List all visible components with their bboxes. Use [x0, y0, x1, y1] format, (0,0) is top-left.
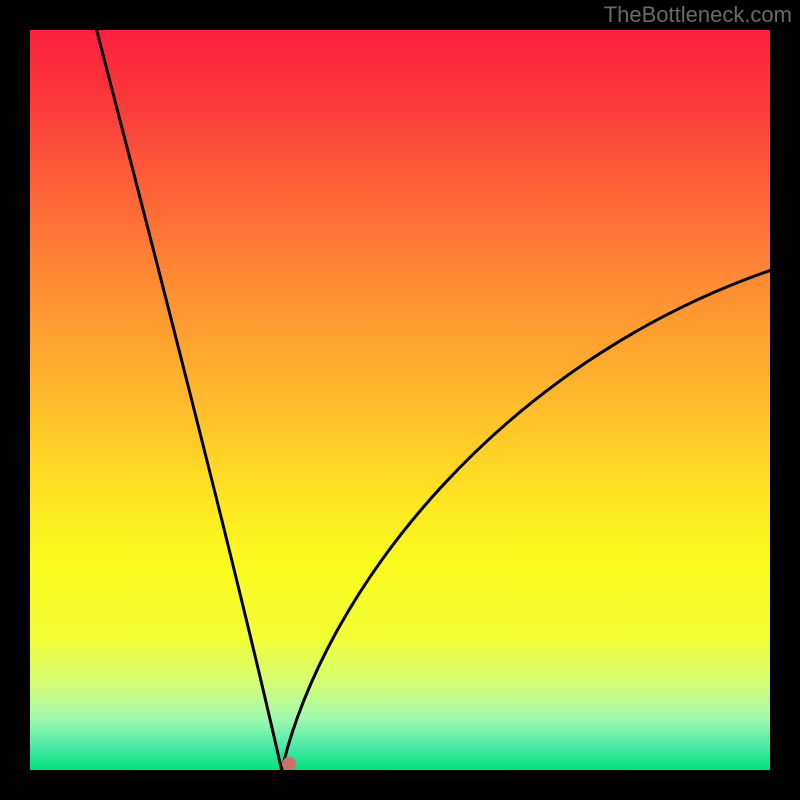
optimum-marker	[282, 757, 296, 770]
chart-frame: TheBottleneck.com	[0, 0, 800, 800]
bottleneck-curve	[30, 30, 770, 770]
plot-area	[30, 30, 770, 770]
watermark-text: TheBottleneck.com	[604, 2, 792, 28]
